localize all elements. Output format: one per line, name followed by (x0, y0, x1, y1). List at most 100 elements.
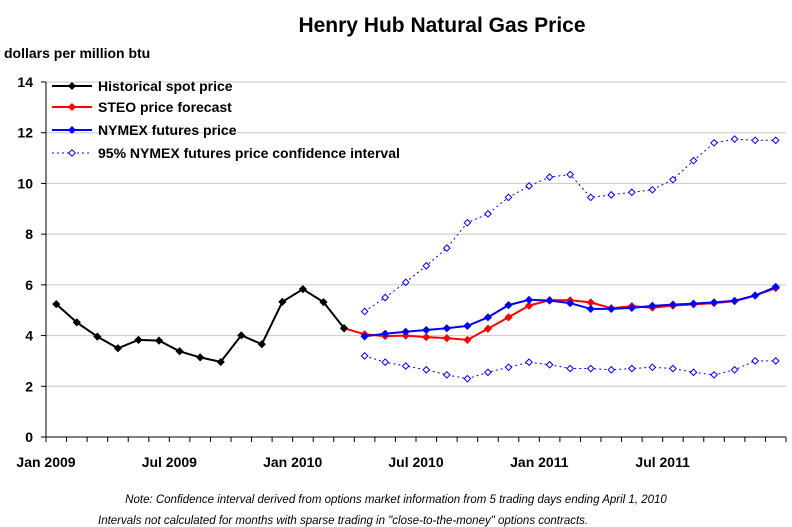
data-point-historical-spot-price (319, 297, 328, 307)
x-tick-label-jul-2010: Jul 2010 (388, 454, 443, 470)
data-point-nymex-futures-price (627, 303, 636, 313)
data-point-nymex-futures-price (607, 304, 616, 314)
x-tick-label-jan-2011: Jan 2011 (510, 454, 569, 470)
data-point-historical-spot-price (154, 336, 164, 345)
data-point-95-nymex-futures-price-confidence-interval-upper (545, 173, 554, 181)
legend-entry-95-nymex-futures-price-confidence-interval: 95% NYMEX futures price confidence inter… (52, 145, 400, 161)
data-point-nymex-futures-price (381, 329, 390, 338)
data-point-nymex-futures-price (360, 332, 369, 341)
series-line-95-nymex-futures-price-confidence-interval-upper (364, 138, 776, 312)
x-tick-label-jan-2009: Jan 2009 (16, 454, 75, 470)
x-tick-labels: Jan 2009 Jul 2009 Jan 2010 Jul 2010 Jan 2011… (16, 454, 690, 470)
data-point-95-nymex-futures-price-confidence-interval-upper (751, 136, 760, 145)
y-axis-unit-label: dollars per million btu (4, 45, 151, 61)
data-point-95-nymex-futures-price-confidence-interval-upper (710, 138, 718, 147)
data-point-nymex-futures-price (751, 291, 760, 300)
data-point-95-nymex-futures-price-confidence-interval-lower (751, 357, 760, 365)
data-point-95-nymex-futures-price-confidence-interval-lower (627, 364, 636, 373)
legend-label-historical-spot-price: Historical spot price (98, 78, 233, 94)
data-point-historical-spot-price (298, 285, 308, 294)
data-point-nymex-futures-price (586, 304, 595, 314)
axes (41, 81, 787, 442)
data-point-95-nymex-futures-price-confidence-interval-upper (689, 156, 698, 165)
data-point-steo-price-forecast (463, 335, 472, 344)
data-point-95-nymex-futures-price-confidence-interval-lower (422, 365, 431, 374)
data-point-historical-spot-price (237, 331, 246, 340)
data-point-nymex-futures-price (442, 324, 451, 333)
data-point-95-nymex-futures-price-confidence-interval-lower (401, 362, 410, 370)
data-point-nymex-futures-price (730, 296, 739, 305)
data-point-95-nymex-futures-price-confidence-interval-upper (607, 190, 616, 199)
legend-entry-steo-price-forecast: STEO price forecast (52, 99, 232, 115)
data-point-95-nymex-futures-price-confidence-interval-lower (689, 368, 698, 377)
legend-marker-nymex-futures-price (67, 125, 77, 135)
data-point-historical-spot-price (339, 324, 349, 333)
legend-marker-steo-price-forecast (67, 102, 77, 112)
data-point-steo-price-forecast (422, 332, 431, 342)
data-point-nymex-futures-price (689, 299, 698, 308)
data-point-nymex-futures-price (401, 327, 410, 336)
data-point-95-nymex-futures-price-confidence-interval-upper (730, 135, 739, 143)
data-point-historical-spot-price (52, 300, 61, 309)
data-point-nymex-futures-price (709, 298, 719, 307)
data-point-steo-price-forecast (504, 313, 513, 322)
data-point-95-nymex-futures-price-confidence-interval-lower (607, 365, 616, 374)
data-point-95-nymex-futures-price-confidence-interval-lower (710, 370, 718, 379)
y-tick-label-2: 2 (25, 378, 33, 394)
data-point-historical-spot-price (196, 353, 205, 362)
data-point-95-nymex-futures-price-confidence-interval-lower (586, 364, 595, 373)
series-historical-spot-price (52, 285, 349, 367)
y-tick-label-6: 6 (25, 277, 33, 293)
data-point-nymex-futures-price (545, 296, 554, 305)
data-point-95-nymex-futures-price-confidence-interval-upper (771, 136, 780, 145)
data-point-95-nymex-futures-price-confidence-interval-upper (381, 293, 390, 302)
legend: Historical spot price STEO price forecast… (52, 78, 400, 161)
legend-label-95-nymex-futures-price-confidence-interval: 95% NYMEX futures price confidence inter… (98, 145, 400, 161)
data-point-historical-spot-price (216, 357, 225, 367)
chart-note-2: Intervals not calculated for months with… (98, 515, 589, 527)
data-point-nymex-futures-price (483, 313, 493, 322)
data-point-nymex-futures-price (566, 299, 575, 308)
data-point-historical-spot-price (278, 297, 287, 306)
x-tick-label-jul-2011: Jul 2011 (635, 454, 690, 470)
data-point-steo-price-forecast (586, 298, 595, 307)
y-tick-label-10: 10 (17, 175, 33, 191)
legend-marker-historical-spot-price (67, 81, 77, 91)
data-point-95-nymex-futures-price-confidence-interval-upper (525, 182, 533, 190)
chart-title: Henry Hub Natural Gas Price (298, 14, 586, 37)
data-point-95-nymex-futures-price-confidence-interval-upper (422, 261, 431, 270)
y-tick-labels: 0 2 4 6 8 10 12 14 (17, 74, 33, 445)
x-tick-label-jan-2010: Jan 2010 (263, 454, 322, 470)
data-point-95-nymex-futures-price-confidence-interval-upper (401, 278, 410, 287)
legend-marker-95-nymex-futures-price-confidence-interval (67, 148, 77, 158)
series-layer (52, 135, 780, 383)
legend-label-steo-price-forecast: STEO price forecast (98, 99, 232, 115)
legend-entry-nymex-futures-price: NYMEX futures price (52, 122, 237, 138)
data-point-historical-spot-price (113, 344, 123, 353)
data-point-historical-spot-price (257, 340, 266, 349)
y-tick-label-14: 14 (17, 74, 33, 90)
data-point-95-nymex-futures-price-confidence-interval-lower (648, 363, 657, 372)
data-point-95-nymex-futures-price-confidence-interval-lower (504, 363, 513, 372)
data-point-historical-spot-price (134, 335, 143, 344)
series-line-historical-spot-price (55, 288, 345, 364)
data-point-steo-price-forecast (524, 301, 534, 310)
data-point-nymex-futures-price (524, 295, 534, 304)
data-point-nymex-futures-price (463, 321, 472, 331)
data-point-95-nymex-futures-price-confidence-interval-lower (566, 364, 575, 373)
data-point-95-nymex-futures-price-confidence-interval-upper (484, 209, 492, 218)
data-point-95-nymex-futures-price-confidence-interval-upper (504, 193, 513, 202)
data-point-95-nymex-futures-price-confidence-interval-upper (586, 193, 595, 202)
y-tick-label-12: 12 (17, 125, 33, 141)
data-point-historical-spot-price (72, 318, 81, 327)
data-point-nymex-futures-price (648, 301, 657, 311)
data-point-95-nymex-futures-price-confidence-interval-lower (360, 351, 369, 360)
data-point-95-nymex-futures-price-confidence-interval-lower (730, 365, 739, 374)
data-point-steo-price-forecast (483, 324, 493, 333)
data-point-nymex-futures-price (504, 301, 513, 310)
data-point-95-nymex-futures-price-confidence-interval-upper (669, 175, 677, 184)
data-point-95-nymex-futures-price-confidence-interval-upper (463, 218, 472, 227)
y-tick-label-4: 4 (25, 328, 33, 344)
legend-label-nymex-futures-price: NYMEX futures price (98, 122, 237, 138)
